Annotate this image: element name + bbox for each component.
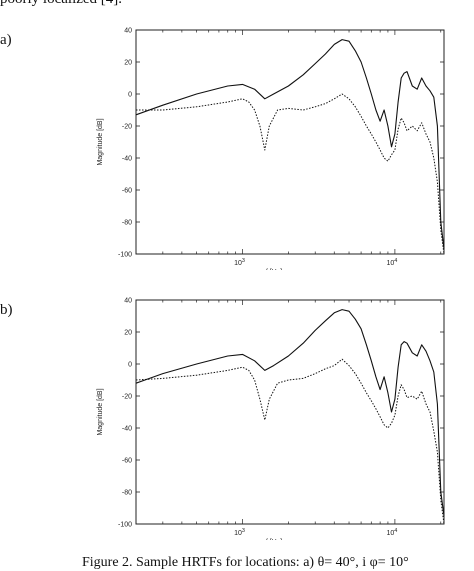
y-tick-label: -20 [122, 124, 132, 131]
y-tick-label: -40 [122, 426, 132, 433]
preceding-text-line: poorly localized [4]. [0, 0, 122, 8]
y-axis-label: Magnitude [dB] [97, 388, 104, 435]
plot-frame [135, 299, 445, 525]
y-axis-label: Magnitude [dB] [97, 118, 104, 165]
y-tick-label: 20 [124, 60, 132, 67]
panel-label-a: a) [0, 32, 12, 48]
x-axis-label: f [Hz] [266, 269, 282, 270]
y-tick-label: -60 [122, 188, 132, 195]
y-tick-label: -100 [118, 522, 132, 529]
x-tick-label: 103 [234, 258, 245, 267]
panel-label-b: b) [0, 302, 13, 318]
y-tick-label: -80 [122, 490, 132, 497]
x-tick-label: 104 [386, 528, 397, 537]
x-tick-label: 104 [386, 258, 397, 267]
series-dotted-line [135, 358, 445, 525]
hrtf-plot-b: 40 20 0 -20 -40 -60 -80 -100 103 104 f [Hz] Magnitu… [97, 298, 445, 540]
x-tick-label: 103 [234, 528, 245, 537]
series-dotted-line [136, 93, 445, 255]
y-tick-label: 20 [124, 330, 132, 337]
y-tick-label: 0 [128, 362, 132, 369]
y-tick-label: -80 [122, 220, 132, 227]
y-tick-label: 0 [128, 92, 132, 99]
y-tick-label: -20 [122, 394, 132, 401]
series-solid-line [135, 309, 445, 517]
y-tick-label: 40 [124, 298, 132, 305]
hrtf-plot-a: 40 20 0 -20 -40 -60 -80 -100 103 104 f [Hz] Magnitu… [97, 28, 445, 270]
y-tick-label: -40 [122, 156, 132, 163]
y-tick-label: -100 [118, 252, 132, 259]
series-solid-line [135, 39, 445, 250]
x-axis-label: f [Hz] [266, 539, 282, 540]
figure-caption: Figure 2. Sample HRTFs for locations: a)… [82, 555, 409, 570]
plot-frame [135, 29, 445, 255]
y-tick-label: 40 [124, 28, 132, 35]
y-tick-label: -60 [122, 458, 132, 465]
